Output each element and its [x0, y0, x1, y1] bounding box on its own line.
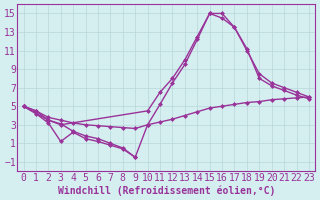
X-axis label: Windchill (Refroidissement éolien,°C): Windchill (Refroidissement éolien,°C)	[58, 185, 275, 196]
